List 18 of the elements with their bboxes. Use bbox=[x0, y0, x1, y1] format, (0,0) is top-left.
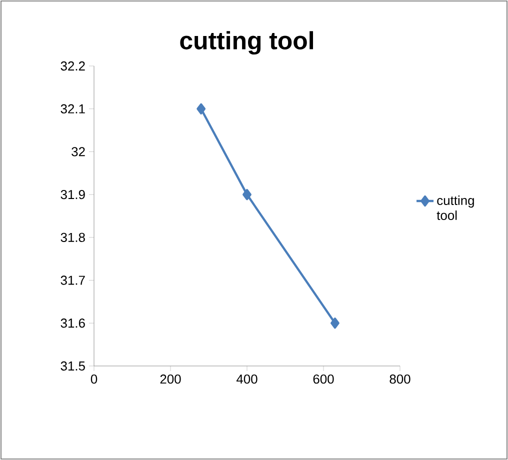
y-tick-label: 31.9 bbox=[60, 190, 85, 200]
x-tick-label: 200 bbox=[160, 374, 181, 384]
x-tick-label: 600 bbox=[313, 374, 334, 384]
y-tick-label: 31.7 bbox=[60, 276, 85, 285]
x-tick-label: 0 bbox=[90, 374, 98, 384]
y-tick-label: 32.2 bbox=[60, 61, 85, 71]
y-tick-label: 32 bbox=[72, 147, 85, 156]
y-tick-label: 31.8 bbox=[60, 232, 85, 242]
y-tick-label: 31.5 bbox=[60, 361, 85, 371]
chart-title: cutting tool bbox=[180, 31, 314, 54]
point bbox=[242, 188, 252, 200]
point bbox=[196, 103, 206, 114]
y-tick-label: 31.6 bbox=[60, 318, 85, 328]
x-tick-label: 400 bbox=[236, 374, 258, 384]
y-tick-label: 32.1 bbox=[60, 104, 85, 114]
point bbox=[330, 318, 340, 329]
x-tick-label: 800 bbox=[390, 374, 410, 384]
legend-label: cutting tool bbox=[436, 196, 474, 220]
